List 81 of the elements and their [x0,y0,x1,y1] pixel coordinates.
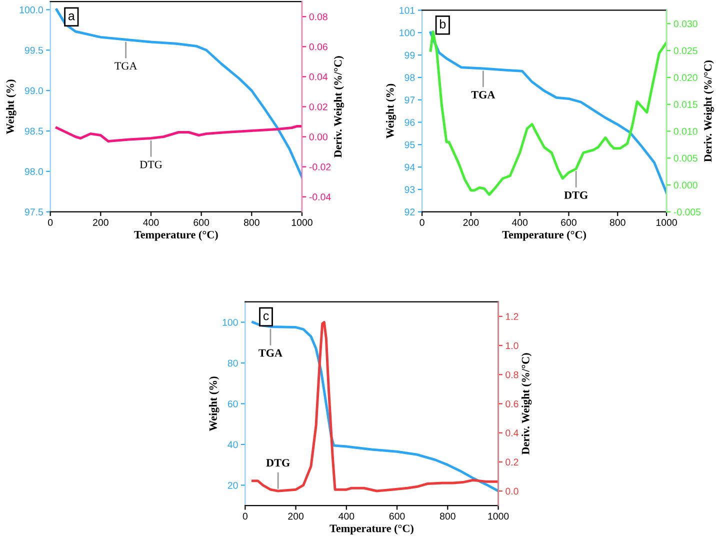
y-tick-label: 100 [222,318,238,326]
x-tick-label: 200 [288,512,304,520]
series-label: DTG [140,160,162,168]
x-tick-label: 400 [143,219,159,226]
x-tick-label: 1000 [292,219,312,226]
y-axis-title: Weight (%) [386,84,396,138]
y2-tick-label: 0.6 [506,400,518,408]
series-label: DTG [266,459,290,467]
y2-tick-label: 0.8 [506,371,518,378]
y-tick-label: 94 [404,164,415,171]
y-tick-label: 80 [228,360,238,367]
x-tick-label: 600 [561,219,576,226]
series-label: DTG [564,191,588,199]
y-tick-label: 100.0 [20,6,44,14]
x-tick-label: 600 [389,512,405,520]
text: TGA [258,349,282,357]
y-tick-label: 99.0 [24,87,44,94]
x-tick-label: 0 [420,219,424,226]
y2-tick-label: 0.010 [674,128,698,135]
x-tick-label: 1000 [488,512,509,520]
annotation: c [263,313,269,320]
y2-tick-label: -0.005 [674,208,701,216]
y-tick-label: 95 [404,141,415,148]
x-tick-label: 0 [242,512,248,520]
x-tick-label: 800 [244,219,260,226]
x-tick-label: 800 [440,512,456,520]
x-tick-label: 400 [338,512,354,520]
y2-axis-title: Deriv. Weight (%/°C) [334,56,344,158]
x-tick-label: 800 [610,219,626,226]
y2-tick-label: -0.04 [309,194,331,200]
y2-tick-label: 0.005 [674,154,698,162]
y-tick-label: 98 [404,74,415,82]
y-tick-label: 97 [404,96,415,104]
y-tick-label: 98.0 [24,168,44,176]
line-series [55,8,302,178]
y-tick-label: 40 [228,441,238,448]
x-axis-title: Temperature (°C) [134,230,218,241]
x-tick-label: 200 [463,219,479,226]
y2-axis-title: Deriv. Weight (%/°C) [704,60,714,162]
y-tick-label: 98.5 [24,128,43,135]
y2-axis-title: Deriv. Weight (%/°C) [522,353,532,455]
y2-tick-label: 0.06 [309,43,328,50]
y2-tick-label: 0.015 [674,101,698,108]
y-tick-label: 101 [400,6,415,14]
y-tick-label: 93 [404,186,415,194]
x-tick-label: 600 [194,219,210,226]
series-label: TGA [114,62,138,70]
y-tick-label: 99 [404,52,415,59]
y-tick-label: 92 [404,208,415,216]
y2-tick-label: 0.4 [506,430,518,436]
series-label: TGA [471,91,496,99]
y-axis-title: Weight (%) [209,376,220,432]
annotation: b [440,19,446,28]
y-tick-label: 96 [404,118,415,126]
y2-tick-label: 0.025 [674,47,698,54]
y2-tick-label: 0.08 [309,13,328,20]
x-tick-label: 200 [93,219,108,226]
x-axis-title: Temperature (°C) [330,524,414,534]
y2-tick-label: -0.02 [309,164,331,170]
y-tick-label: 20 [228,482,238,489]
x-tick-label: 0 [48,219,53,226]
y-axis-title: Weight (%) [6,80,16,134]
y2-tick-label: 0.00 [309,133,328,140]
y2-tick-label: 0.030 [674,20,698,28]
y2-tick-label: 0.000 [674,182,698,189]
y2-tick-label: 1.2 [506,313,518,320]
line-series [55,124,302,143]
y-tick-label: 60 [228,400,238,408]
x-tick-label: 1000 [656,219,677,226]
y2-tick-label: 0.04 [309,73,328,80]
y2-tick-label: 1.0 [506,342,518,350]
x-tick-label: 400 [512,219,528,226]
y2-tick-label: 0.020 [674,74,698,82]
y2-tick-label: 0.02 [309,103,328,110]
y2-tick-label: 0.2 [506,458,518,466]
y-tick-label: 99.5 [24,46,43,54]
y-tick-label: 97.5 [24,208,43,216]
x-axis-title: Temperature (°C) [502,230,586,241]
y-tick-label: 100 [400,29,415,36]
annotation: a [68,13,75,20]
y2-tick-label: 0.0 [506,488,518,495]
